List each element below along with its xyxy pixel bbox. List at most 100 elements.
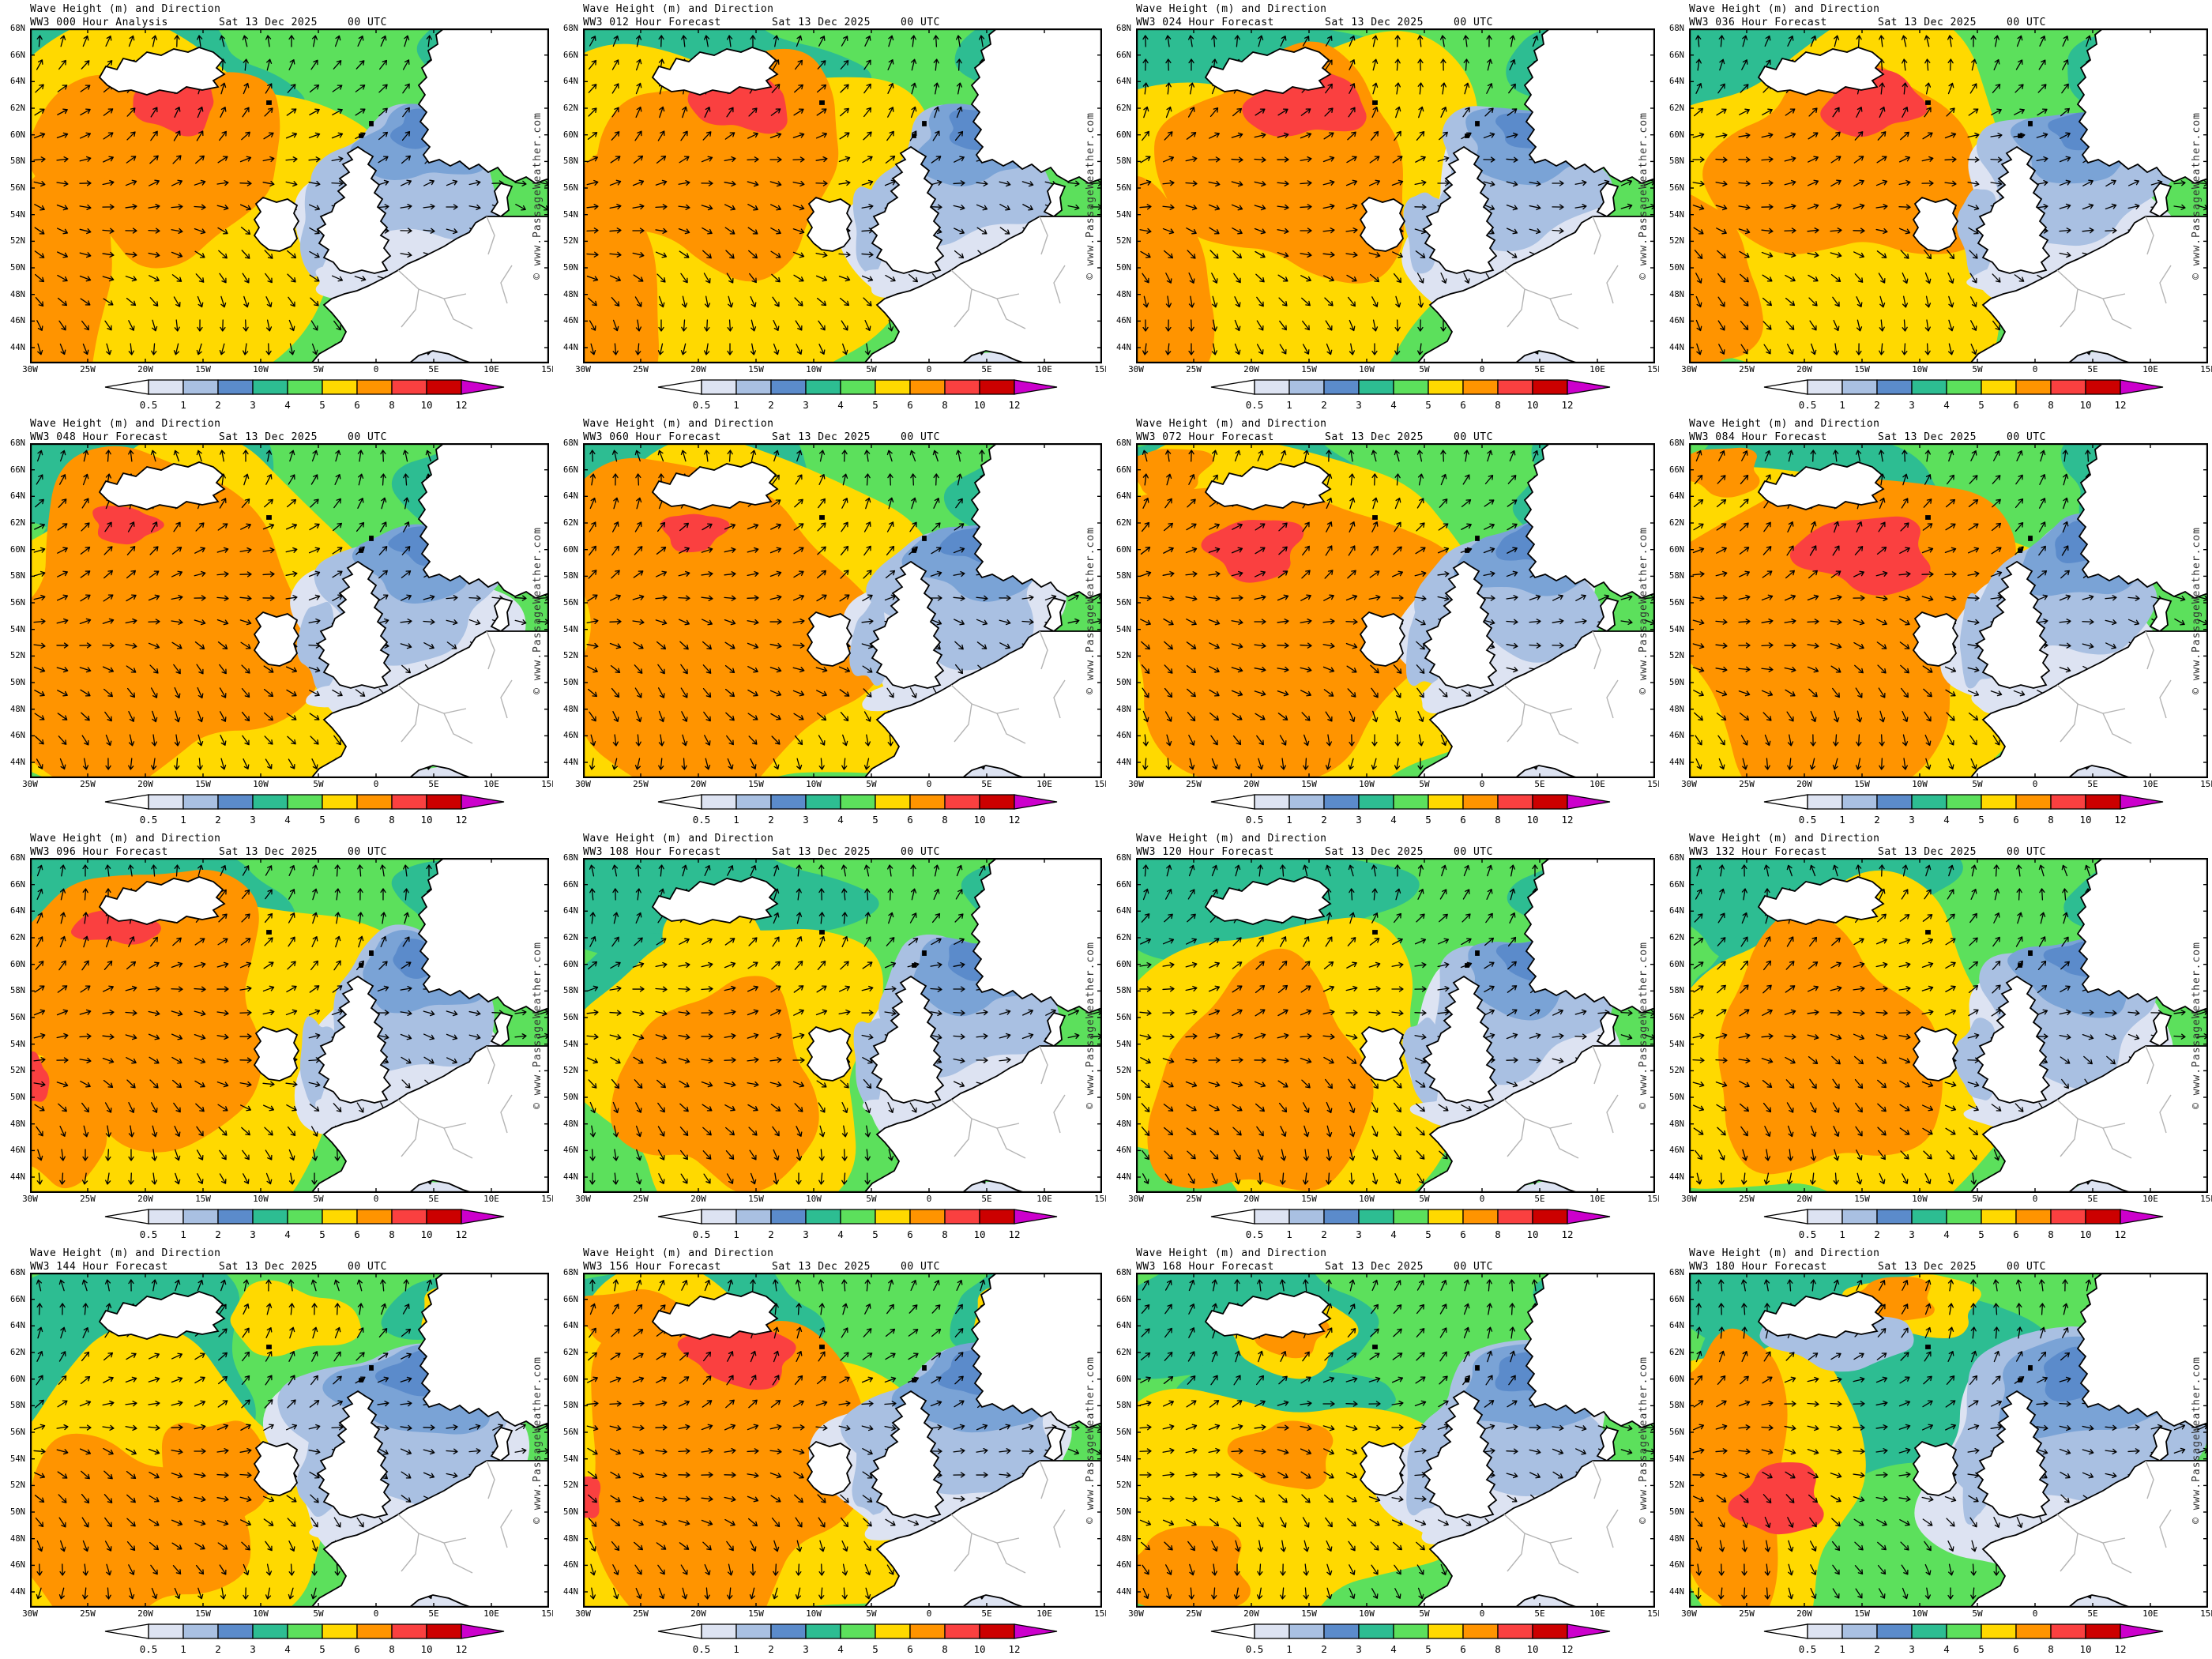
forecast-panel-144: Wave Height (m) and Direction WW3 144 Ho… (0, 1244, 553, 1659)
forecast-time: 00 UTC (348, 1261, 387, 1273)
colorbar-tick-label: 2 (768, 1643, 774, 1655)
wave-height-colorbar: 0.5 1 2 3 4 5 6 8 10 12 (657, 1623, 1058, 1655)
lat-label: 56N (563, 1013, 578, 1023)
lat-label: 58N (563, 571, 578, 581)
colorbar-tick-label: 0.5 (1246, 814, 1264, 826)
colorbar-tick-label: 12 (455, 1643, 467, 1655)
lon-label: 15E (541, 1608, 553, 1619)
colorbar-tick-label: 5 (872, 1643, 878, 1655)
colorbar-tick-label: 2 (215, 1643, 221, 1655)
lon-label: 15E (2200, 364, 2212, 374)
forecast-date: Sat 13 Dec 2025 (1325, 431, 1424, 443)
panel-subtitle: WW3 168 Hour Forecast Sat 13 Dec 2025 00… (1106, 1261, 1659, 1273)
lon-label: 5E (2087, 779, 2098, 789)
lat-label: 52N (10, 1480, 25, 1491)
lat-label: 50N (563, 678, 578, 688)
lon-label: 5E (1534, 364, 1545, 374)
lon-label: 30W (575, 1608, 591, 1619)
watermark: © www.PassageWeather.com (1085, 112, 1097, 280)
lat-label: 44N (1116, 758, 1131, 768)
lat-label: 66N (10, 50, 25, 60)
colorbar-tick-label: 0.5 (1799, 1228, 1817, 1240)
lon-label: 0 (2032, 364, 2038, 374)
colorbar-tick-label: 8 (942, 1228, 948, 1240)
panel-title: Wave Height (m) and Direction (1136, 1247, 1327, 1259)
lon-label: 20W (137, 364, 153, 374)
colorbar-tick-label: 4 (837, 1643, 844, 1655)
colorbar-tick-label: 12 (455, 814, 467, 826)
lon-label: 0 (1479, 364, 1485, 374)
colorbar-tick-label: 2 (768, 399, 774, 411)
lon-label: 30W (22, 779, 38, 789)
lat-label: 52N (1669, 651, 1684, 661)
panel-title: Wave Height (m) and Direction (1689, 1247, 1880, 1259)
forecast-time: 00 UTC (348, 846, 387, 858)
wave-map: © www.PassageWeather.com (30, 28, 549, 363)
forecast-panel-024: Wave Height (m) and Direction WW3 024 Ho… (1106, 0, 1659, 415)
lon-label: 25W (80, 779, 96, 789)
colorbar-tick-label: 0.5 (1799, 814, 1817, 826)
lon-label: 0 (1479, 779, 1485, 789)
panel-title: Wave Height (m) and Direction (1689, 418, 1880, 430)
lat-label: 44N (563, 1172, 578, 1183)
wave-height-colorbar: 0.5 1 2 3 4 5 6 8 10 12 (1210, 1623, 1611, 1655)
colorbar-tick-label: 10 (973, 814, 985, 826)
lon-label: 20W (690, 1194, 706, 1204)
colorbar-tick-label: 2 (1321, 1643, 1327, 1655)
colorbar-tick-label: 2 (1321, 399, 1327, 411)
lat-label: 60N (563, 959, 578, 969)
lat-label: 68N (1116, 24, 1131, 33)
forecast-date: Sat 13 Dec 2025 (219, 17, 318, 28)
panel-subtitle: WW3 144 Hour Forecast Sat 13 Dec 2025 00… (0, 1261, 553, 1273)
colorbar-tick-label: 8 (1495, 399, 1501, 411)
colorbar-tick-label: 10 (1526, 1228, 1538, 1240)
wave-height-colorbar: 0.5 1 2 3 4 5 6 8 10 12 (104, 379, 505, 411)
colorbar-tick-label: 3 (803, 814, 809, 826)
colorbar-tick-label: 10 (973, 399, 985, 411)
colorbar-tick-label: 4 (1943, 1228, 1950, 1240)
lon-label: 0 (373, 364, 379, 374)
colorbar-tick-label: 12 (1561, 1228, 1573, 1240)
colorbar-tick-label: 5 (1978, 399, 1984, 411)
wave-map: © www.PassageWeather.com (583, 1273, 1102, 1608)
lat-label: 46N (1669, 316, 1684, 326)
lat-label: 66N (563, 50, 578, 60)
lon-label: 5E (1534, 1194, 1545, 1204)
lat-label: 54N (1669, 624, 1684, 634)
lon-label: 30W (1128, 364, 1144, 374)
colorbar-tick-label: 4 (284, 814, 291, 826)
lon-label: 5E (1534, 779, 1545, 789)
wave-height-colorbar: 0.5 1 2 3 4 5 6 8 10 12 (1210, 379, 1611, 411)
lon-label: 10E (1036, 364, 1052, 374)
lon-label: 30W (575, 1194, 591, 1204)
colorbar-tick-label: 5 (1978, 814, 1984, 826)
lat-label: 54N (1116, 1039, 1131, 1049)
lon-label: 25W (633, 779, 649, 789)
lat-label: 68N (563, 853, 578, 863)
lat-label: 58N (1116, 156, 1131, 167)
lat-label: 58N (1669, 571, 1684, 581)
wave-map: © www.PassageWeather.com (1136, 443, 1655, 778)
lat-label: 48N (10, 289, 25, 299)
colorbar-tick-label: 5 (319, 814, 325, 826)
lon-label: 25W (1186, 364, 1202, 374)
colorbar-tick-label: 10 (420, 1228, 432, 1240)
lat-label: 50N (1669, 1093, 1684, 1103)
longitude-axis: 30W 25W 20W 15W 10W 5W 0 5E 10E 15E (1659, 1608, 2212, 1620)
lat-label: 48N (10, 704, 25, 714)
lon-label: 10W (806, 364, 822, 374)
forecast-panel-000: Wave Height (m) and Direction WW3 000 Ho… (0, 0, 553, 415)
lon-label: 20W (1243, 1194, 1259, 1204)
wave-map: © www.PassageWeather.com (1689, 443, 2208, 778)
lon-label: 10E (1589, 779, 1605, 789)
panel-title: Wave Height (m) and Direction (583, 833, 774, 845)
colorbar-tick-label: 6 (1460, 399, 1466, 411)
colorbar-tick-label: 0.5 (1246, 1228, 1264, 1240)
lon-label: 10E (1589, 1194, 1605, 1204)
lon-label: 5W (1972, 364, 1983, 374)
lat-label: 56N (563, 1428, 578, 1438)
lat-label: 68N (563, 24, 578, 33)
colorbar-tick-label: 4 (1943, 1643, 1950, 1655)
lat-label: 64N (1669, 77, 1684, 87)
watermark: © www.PassageWeather.com (1085, 1356, 1097, 1524)
